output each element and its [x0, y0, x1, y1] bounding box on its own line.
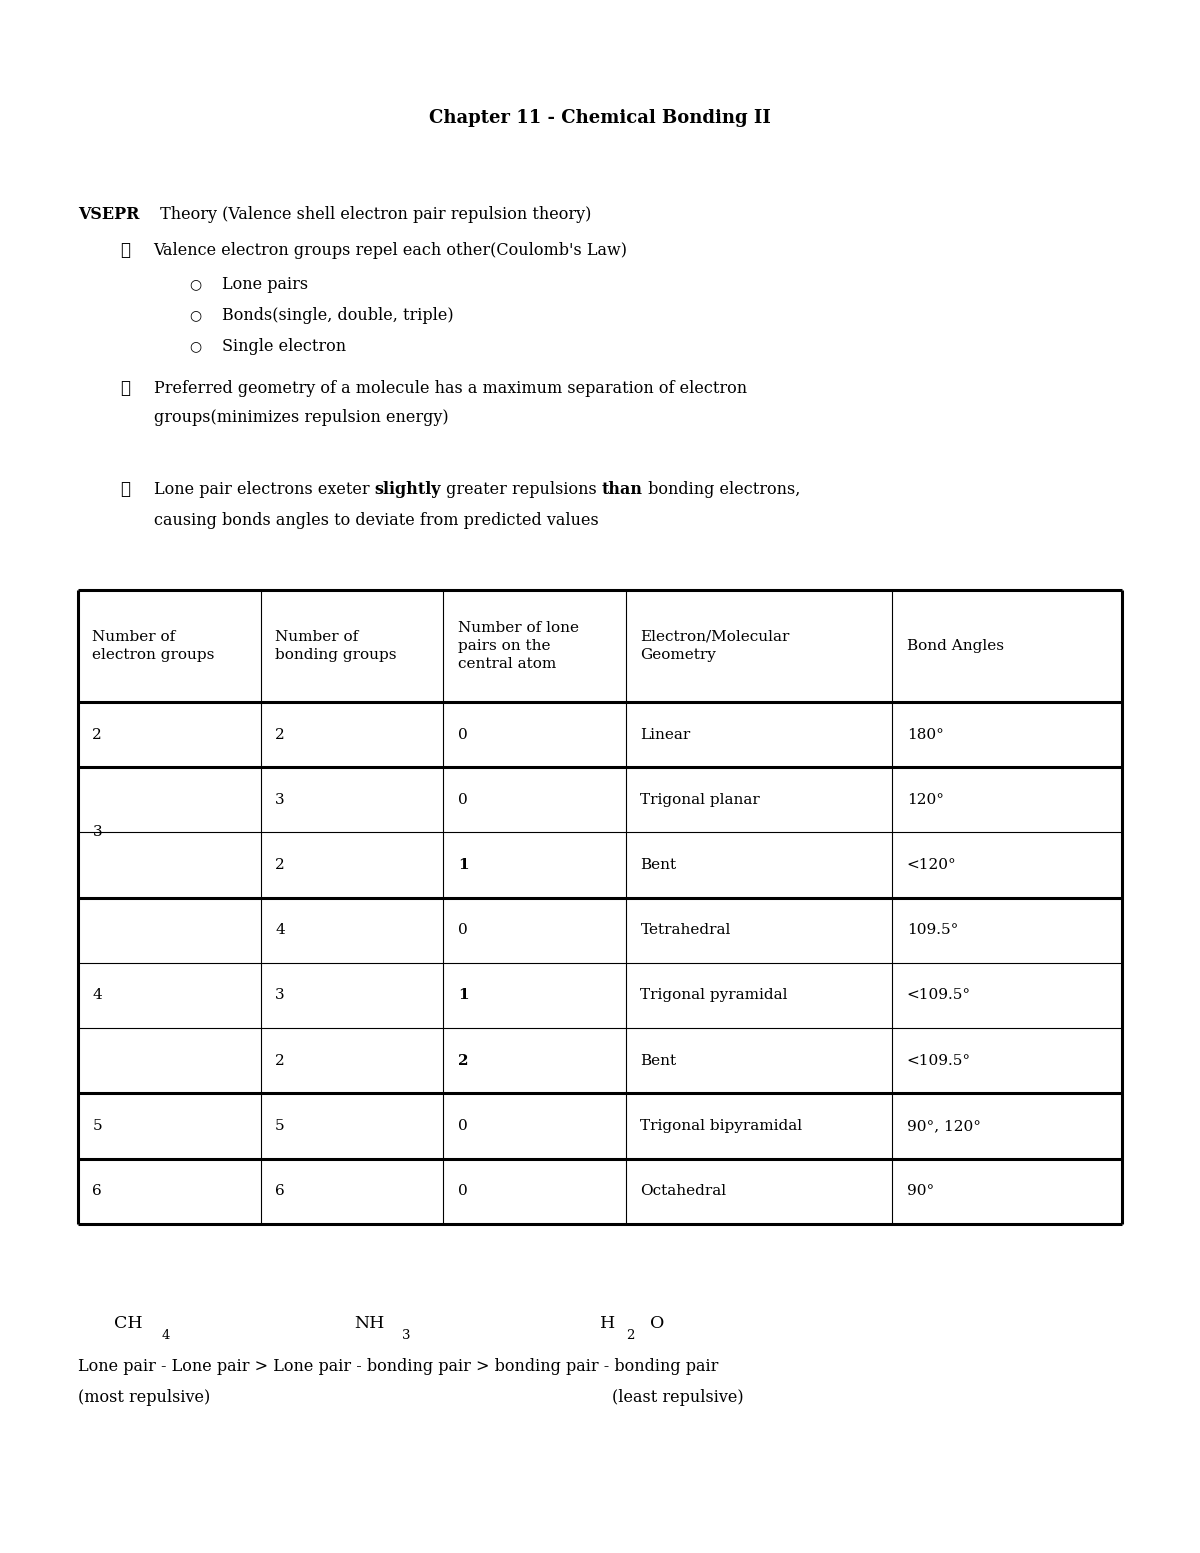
Text: 5: 5 — [92, 1118, 102, 1134]
Text: 180°: 180° — [907, 727, 943, 742]
Text: ○: ○ — [190, 276, 202, 292]
Text: 3: 3 — [402, 1329, 410, 1342]
Text: Lone pair electrons exeter: Lone pair electrons exeter — [154, 481, 374, 497]
Text: <120°: <120° — [907, 857, 956, 873]
Text: Electron/Molecular
Geometry: Electron/Molecular Geometry — [641, 631, 790, 662]
Text: 1: 1 — [458, 857, 468, 873]
Text: ○: ○ — [190, 339, 202, 354]
Text: O: O — [650, 1315, 665, 1331]
Text: Trigonal planar: Trigonal planar — [641, 792, 761, 808]
Text: 5: 5 — [275, 1118, 284, 1134]
Text: 3: 3 — [275, 988, 284, 1003]
Text: 6: 6 — [92, 1183, 102, 1199]
Text: causing bonds angles to deviate from predicted values: causing bonds angles to deviate from pre… — [154, 512, 599, 528]
Text: Octahedral: Octahedral — [641, 1183, 727, 1199]
Text: 1: 1 — [458, 988, 468, 1003]
Text: <109.5°: <109.5° — [907, 1053, 971, 1068]
Text: 0: 0 — [458, 922, 468, 938]
Text: 2: 2 — [92, 727, 102, 742]
Text: 4: 4 — [92, 988, 102, 1003]
Text: 2: 2 — [626, 1329, 635, 1342]
Text: Tetrahedral: Tetrahedral — [641, 922, 731, 938]
Text: Linear: Linear — [641, 727, 691, 742]
Text: 2: 2 — [275, 727, 284, 742]
Text: Theory (Valence shell electron pair repulsion theory): Theory (Valence shell electron pair repu… — [155, 207, 592, 222]
Text: 0: 0 — [458, 727, 468, 742]
Text: CH: CH — [114, 1315, 143, 1331]
Text: Preferred geometry of a molecule has a maximum separation of electron: Preferred geometry of a molecule has a m… — [154, 380, 746, 396]
Text: Bent: Bent — [641, 857, 677, 873]
Text: 4: 4 — [162, 1329, 170, 1342]
Text: NH: NH — [354, 1315, 384, 1331]
Text: ○: ○ — [190, 307, 202, 323]
Text: Bond Angles: Bond Angles — [907, 638, 1003, 654]
Text: bonding electrons,: bonding electrons, — [643, 481, 800, 497]
Text: (least repulsive): (least repulsive) — [612, 1390, 744, 1405]
Text: H: H — [600, 1315, 616, 1331]
Text: 109.5°: 109.5° — [907, 922, 958, 938]
Text: Bent: Bent — [641, 1053, 677, 1068]
Text: 0: 0 — [458, 792, 468, 808]
Text: 0: 0 — [458, 1183, 468, 1199]
Text: 90°: 90° — [907, 1183, 934, 1199]
Text: 2: 2 — [458, 1053, 468, 1068]
Text: groups(minimizes repulsion energy): groups(minimizes repulsion energy) — [154, 410, 449, 426]
Text: Lone pairs: Lone pairs — [222, 276, 308, 292]
Text: Number of
bonding groups: Number of bonding groups — [275, 631, 396, 662]
Text: ★: ★ — [120, 380, 130, 396]
Text: 90°, 120°: 90°, 120° — [907, 1118, 980, 1134]
Text: Trigonal pyramidal: Trigonal pyramidal — [641, 988, 788, 1003]
Text: 2: 2 — [275, 857, 284, 873]
Text: than: than — [601, 481, 643, 497]
Text: 120°: 120° — [907, 792, 943, 808]
Text: Lone pair - Lone pair > Lone pair - bonding pair > bonding pair - bonding pair: Lone pair - Lone pair > Lone pair - bond… — [78, 1359, 719, 1374]
Text: 3: 3 — [275, 792, 284, 808]
Text: ★: ★ — [120, 481, 130, 497]
Text: 4: 4 — [275, 922, 284, 938]
Text: Trigonal bipyramidal: Trigonal bipyramidal — [641, 1118, 803, 1134]
Text: Bonds(single, double, triple): Bonds(single, double, triple) — [222, 307, 454, 323]
Text: 6: 6 — [275, 1183, 284, 1199]
Text: Single electron: Single electron — [222, 339, 346, 354]
Text: ★: ★ — [120, 242, 130, 258]
Text: Number of
electron groups: Number of electron groups — [92, 631, 215, 662]
Text: Number of lone
pairs on the
central atom: Number of lone pairs on the central atom — [458, 621, 578, 671]
Text: 2: 2 — [275, 1053, 284, 1068]
Text: slightly: slightly — [374, 481, 440, 497]
Text: 3: 3 — [92, 825, 102, 840]
Text: VSEPR: VSEPR — [78, 207, 139, 222]
Text: Chapter 11 - Chemical Bonding II: Chapter 11 - Chemical Bonding II — [430, 109, 770, 127]
Text: greater repulsions: greater repulsions — [440, 481, 601, 497]
Text: 0: 0 — [458, 1118, 468, 1134]
Text: <109.5°: <109.5° — [907, 988, 971, 1003]
Text: (most repulsive): (most repulsive) — [78, 1390, 210, 1405]
Text: Valence electron groups repel each other(Coulomb's Law): Valence electron groups repel each other… — [154, 242, 628, 258]
